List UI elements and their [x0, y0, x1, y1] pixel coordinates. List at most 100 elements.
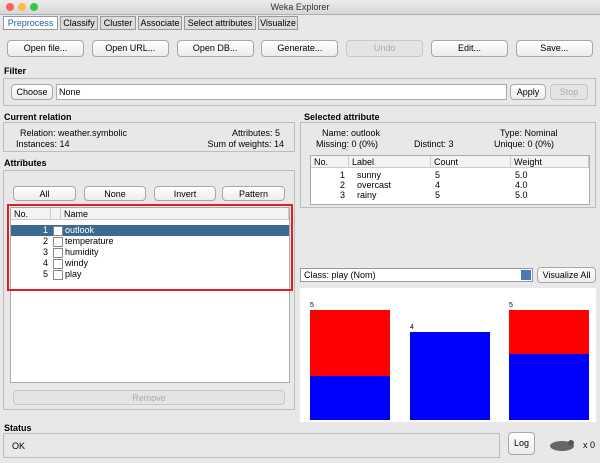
count-cell: 5 — [435, 190, 441, 200]
toolbar-button[interactable]: Undo — [346, 40, 424, 57]
checkbox[interactable] — [53, 248, 63, 258]
attribute-button[interactable]: Invert — [154, 186, 216, 201]
choose-button[interactable]: Choose — [11, 84, 53, 100]
attribute-row[interactable]: 1 outlook — [11, 225, 289, 236]
column-header: Count — [431, 156, 511, 168]
bar-total-label: 5 — [310, 302, 314, 309]
column-header: Label — [349, 156, 431, 168]
attribute-button[interactable]: None — [84, 186, 146, 201]
weight-cell: 5.0 — [515, 190, 528, 200]
filter-field[interactable]: None — [56, 84, 507, 100]
attribute-button[interactable]: All — [13, 186, 76, 201]
column-header — [51, 208, 61, 220]
tab[interactable]: Classify — [60, 16, 98, 30]
zoom-button[interactable] — [30, 3, 38, 11]
column-header: Name — [61, 208, 289, 220]
log-button[interactable]: Log — [508, 432, 535, 455]
close-button[interactable] — [6, 3, 14, 11]
class-dropdown[interactable]: Class: play (Nom) — [300, 268, 533, 282]
title-bar: Weka Explorer — [0, 0, 600, 15]
bar-segment — [410, 332, 490, 420]
section-label: Filter — [4, 66, 27, 76]
row-number: 2 — [42, 236, 48, 246]
attr-distinct: Distinct: 3 — [414, 139, 454, 149]
row-number: 4 — [42, 258, 48, 268]
class-value: Class: play (Nom) — [304, 270, 376, 280]
bar-total-label: 4 — [410, 324, 414, 331]
toolbar-button[interactable]: Edit... — [431, 40, 508, 57]
section-label: Status — [4, 423, 32, 433]
label-cell: rainy — [357, 190, 377, 200]
attribute-table: No. Name 1 outlook 2 temperature 3 humidity 4 win… — [10, 207, 290, 383]
minimize-button[interactable] — [18, 3, 26, 11]
bar-segment — [310, 310, 390, 376]
column-header: No. — [311, 156, 349, 168]
weight-cell: 4.0 — [515, 180, 528, 190]
bar-segment — [509, 354, 589, 420]
bar-segment — [310, 376, 390, 420]
tab[interactable]: Associate — [138, 16, 182, 30]
tab[interactable]: Select attributes — [184, 16, 256, 30]
checkbox[interactable] — [53, 270, 63, 280]
tab[interactable]: Preprocess — [3, 16, 58, 30]
attribute-name: windy — [65, 258, 89, 268]
attr-unique: Unique: 0 (0%) — [494, 139, 555, 149]
checkbox[interactable] — [53, 226, 63, 236]
toolbar-button[interactable]: Save... — [515, 40, 593, 57]
section-label: Attributes — [4, 158, 47, 168]
tab[interactable]: Visualize — [258, 16, 298, 30]
status-message: OK — [12, 441, 26, 451]
label-cell: sunny — [357, 170, 382, 180]
instances: Instances: 14 — [16, 139, 70, 149]
sum-of-weights: Sum of weights: 14 — [207, 139, 284, 149]
section-label: Current relation — [4, 112, 72, 122]
relation-name: Relation: weather.symbolic — [20, 128, 128, 138]
attribute-button[interactable]: Pattern — [222, 186, 285, 201]
attribute-row[interactable]: 5 play — [11, 269, 289, 280]
checkbox[interactable] — [53, 237, 63, 247]
status-box — [3, 433, 500, 458]
toolbar-button[interactable]: Open DB... — [176, 40, 254, 57]
stop-button[interactable]: Stop — [550, 84, 588, 100]
attribute-name: temperature — [65, 236, 114, 246]
relation-box — [3, 122, 295, 152]
row-number: 2 — [339, 180, 345, 190]
row-number: 1 — [42, 225, 48, 235]
weight-cell: 5.0 — [515, 170, 528, 180]
bar-segment — [509, 310, 589, 354]
apply-button[interactable]: Apply — [510, 84, 546, 100]
attribute-row[interactable]: 4 windy — [11, 258, 289, 269]
toolbar-button[interactable]: Generate... — [261, 40, 339, 57]
toolbar-button[interactable]: Open URL... — [91, 40, 169, 57]
toolbar-button[interactable]: Open file... — [7, 40, 84, 57]
row-number: 3 — [339, 190, 345, 200]
attribute-name: humidity — [65, 247, 99, 257]
attributes-box — [3, 170, 295, 410]
column-header: Weight — [511, 156, 589, 168]
section-label: Selected attribute — [304, 112, 380, 122]
count-cell: 4 — [435, 180, 441, 190]
filter-box — [3, 78, 596, 106]
task-count: x 0 — [583, 440, 596, 450]
label-table: No. Label Count Weight 1 sunny 5 5.0 2 overcast 4 4… — [310, 155, 590, 205]
window-title: Weka Explorer — [270, 2, 330, 12]
class-chart: 5 4 5 — [300, 288, 596, 422]
row-number: 3 — [42, 247, 48, 257]
attribute-row[interactable]: 2 temperature — [11, 236, 289, 247]
row-number: 5 — [42, 269, 48, 279]
dropdown-arrow — [521, 270, 531, 280]
visualize-all-button[interactable]: Visualize All — [537, 267, 596, 283]
attribute-name: play — [65, 269, 82, 279]
attribute-row[interactable]: 3 humidity — [11, 247, 289, 258]
selected-box — [300, 122, 596, 208]
attr-type: Type: Nominal — [500, 128, 558, 138]
remove-button[interactable]: Remove — [13, 390, 285, 405]
attr-missing: Missing: 0 (0%) — [316, 139, 379, 149]
highlight-box — [7, 204, 293, 291]
checkbox[interactable] — [53, 259, 63, 269]
tab[interactable]: Cluster — [100, 16, 136, 30]
column-header: No. — [11, 208, 51, 220]
attribute-count: Attributes: 5 — [231, 128, 280, 138]
weka-bird-icon — [550, 440, 574, 451]
bar-total-label: 5 — [509, 302, 513, 309]
